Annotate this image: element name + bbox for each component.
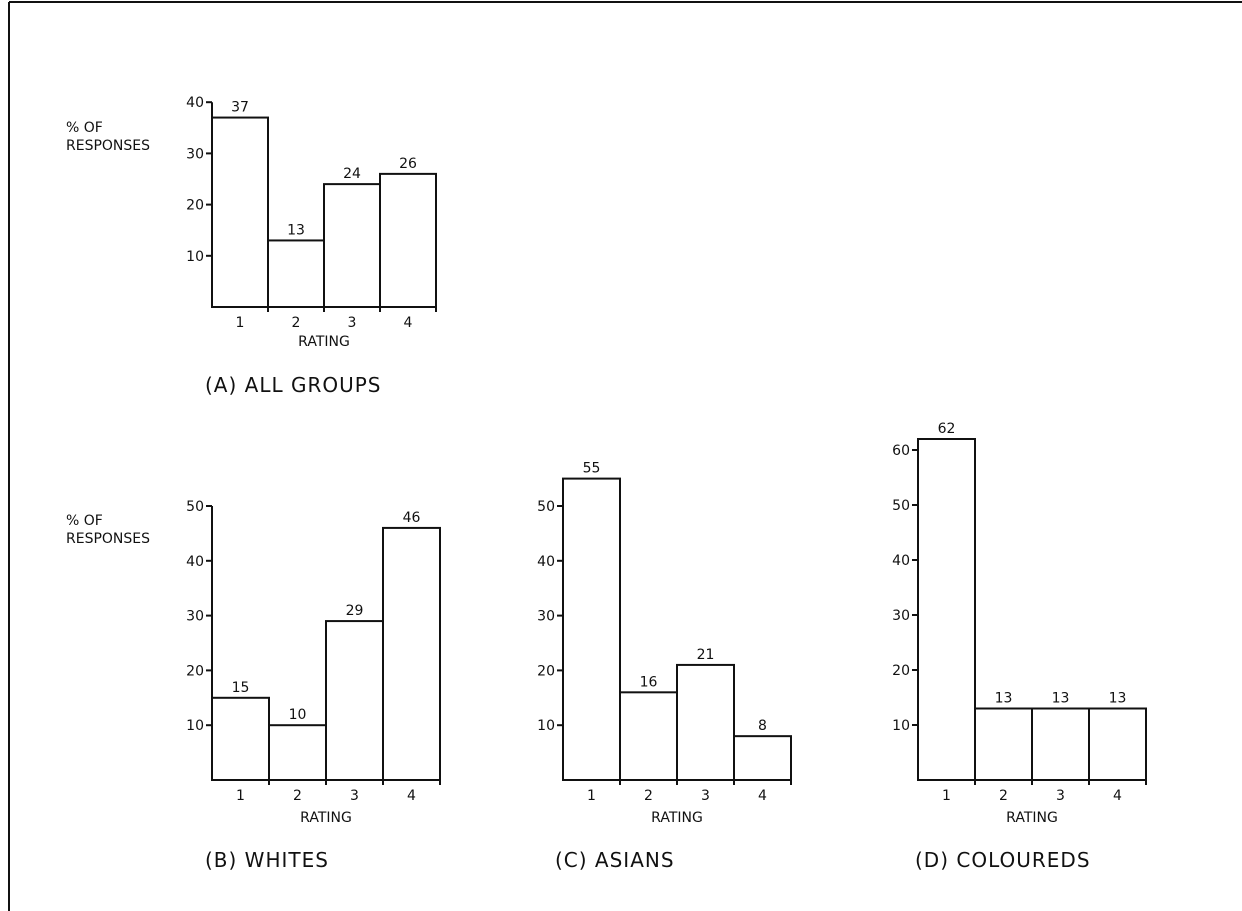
whites-caption: (B) WHITES — [205, 848, 329, 872]
coloureds-x-tick-label: 4 — [1113, 788, 1122, 804]
coloureds-y-tick-label: 40 — [892, 553, 910, 569]
coloureds-x-tick-label: 2 — [999, 788, 1008, 804]
asians-y-tick-label: 40 — [537, 554, 555, 570]
coloureds-bar — [1088, 707, 1147, 781]
asians-y-tick-label: 30 — [537, 609, 555, 625]
coloureds-x-axis-title: RATING — [1006, 810, 1058, 826]
all-groups-y-tick-label: 40 — [186, 95, 204, 111]
all-groups-y-tick-label: 20 — [186, 198, 204, 214]
asians-x-axis-title: RATING — [651, 810, 703, 826]
all-groups-bar — [267, 239, 325, 308]
asians-value-label: 55 — [583, 461, 601, 477]
coloureds-value-label: 13 — [995, 691, 1013, 707]
whites-y-tick-label: 20 — [186, 663, 204, 679]
coloureds-y-tick-label: 30 — [892, 608, 910, 624]
whites-y-tick-label: 10 — [186, 718, 204, 734]
all-groups-x-tick-label: 3 — [348, 315, 357, 331]
all-groups-y-axis-title-line: RESPONSES — [66, 138, 150, 154]
coloureds-bar — [974, 707, 1033, 781]
asians-value-label: 16 — [640, 674, 658, 690]
all-groups-bar — [379, 172, 437, 308]
asians-y-tick-label: 10 — [537, 718, 555, 734]
all-groups-x-tick-label: 1 — [236, 315, 245, 331]
whites-y-axis-title: % OF RESPONSES — [66, 513, 150, 547]
asians-y-tick-label: 50 — [537, 499, 555, 515]
whites-value-label: 10 — [289, 707, 307, 723]
coloureds-x-tick-label: 3 — [1056, 788, 1065, 804]
coloureds-value-label: 13 — [1052, 691, 1070, 707]
asians-bar — [676, 663, 735, 781]
whites-x-axis-title: RATING — [300, 810, 352, 826]
whites-bar — [325, 620, 384, 782]
all-groups-y-axis-title: % OF RESPONSES — [66, 120, 150, 154]
all-groups-value-label: 37 — [231, 100, 249, 116]
all-groups-y-axis-title-line: % OF — [66, 120, 103, 136]
whites-x-tick-label: 3 — [350, 788, 359, 804]
all-groups-caption: (A) ALL GROUPS — [205, 373, 382, 397]
asians-x-tick-label: 3 — [701, 788, 710, 804]
all-groups-value-label: 26 — [399, 156, 417, 172]
all-groups-x-axis-title: RATING — [298, 334, 350, 350]
whites-y-tick-label: 40 — [186, 554, 204, 570]
all-groups-y-tick-label: 30 — [186, 146, 204, 162]
coloureds-bar — [917, 438, 976, 781]
asians-bar — [733, 735, 792, 781]
asians-value-label: 8 — [758, 718, 767, 734]
all-groups-y-tick-label: 10 — [186, 249, 204, 265]
whites-value-label: 46 — [403, 510, 421, 526]
asians-x-tick-label: 2 — [644, 788, 653, 804]
all-groups-x-tick-label: 4 — [404, 315, 413, 331]
all-groups-bar — [211, 116, 269, 308]
all-groups-value-label: 13 — [287, 222, 305, 238]
asians-x-tick-label: 4 — [758, 788, 767, 804]
whites-y-tick-label: 30 — [186, 609, 204, 625]
all-groups-value-label: 24 — [343, 166, 361, 182]
asians-bar — [619, 691, 678, 782]
coloureds-value-label: 62 — [938, 421, 956, 437]
coloureds-y-tick-label: 50 — [892, 498, 910, 514]
asians-bar — [562, 477, 621, 781]
whites-x-tick-label: 2 — [293, 788, 302, 804]
whites-y-axis-title-line: RESPONSES — [66, 531, 150, 547]
asians-caption: (C) ASIANS — [555, 848, 675, 872]
whites-y-axis-title-line: % OF — [66, 513, 103, 529]
whites-value-label: 29 — [346, 603, 364, 619]
whites-y-tick-label: 50 — [186, 499, 204, 515]
asians-y-tick-label: 20 — [537, 663, 555, 679]
whites-x-tick-label: 1 — [236, 788, 245, 804]
coloureds-x-tick-label: 1 — [942, 788, 951, 804]
coloureds-y-tick-label: 10 — [892, 718, 910, 734]
whites-x-tick-label: 4 — [407, 788, 416, 804]
whites-bar — [268, 724, 327, 782]
whites-bar — [211, 696, 270, 781]
coloureds-value-label: 13 — [1109, 691, 1127, 707]
coloureds-bar — [1031, 707, 1090, 781]
whites-value-label: 15 — [232, 680, 250, 696]
all-groups-bar — [323, 183, 381, 308]
whites-bar — [382, 526, 441, 781]
coloureds-y-tick-label: 60 — [892, 443, 910, 459]
all-groups-x-tick-label: 2 — [292, 315, 301, 331]
coloureds-y-tick-label: 20 — [892, 663, 910, 679]
coloureds-caption: (D) COLOUREDS — [915, 848, 1091, 872]
asians-value-label: 21 — [697, 647, 715, 663]
asians-x-tick-label: 1 — [587, 788, 596, 804]
